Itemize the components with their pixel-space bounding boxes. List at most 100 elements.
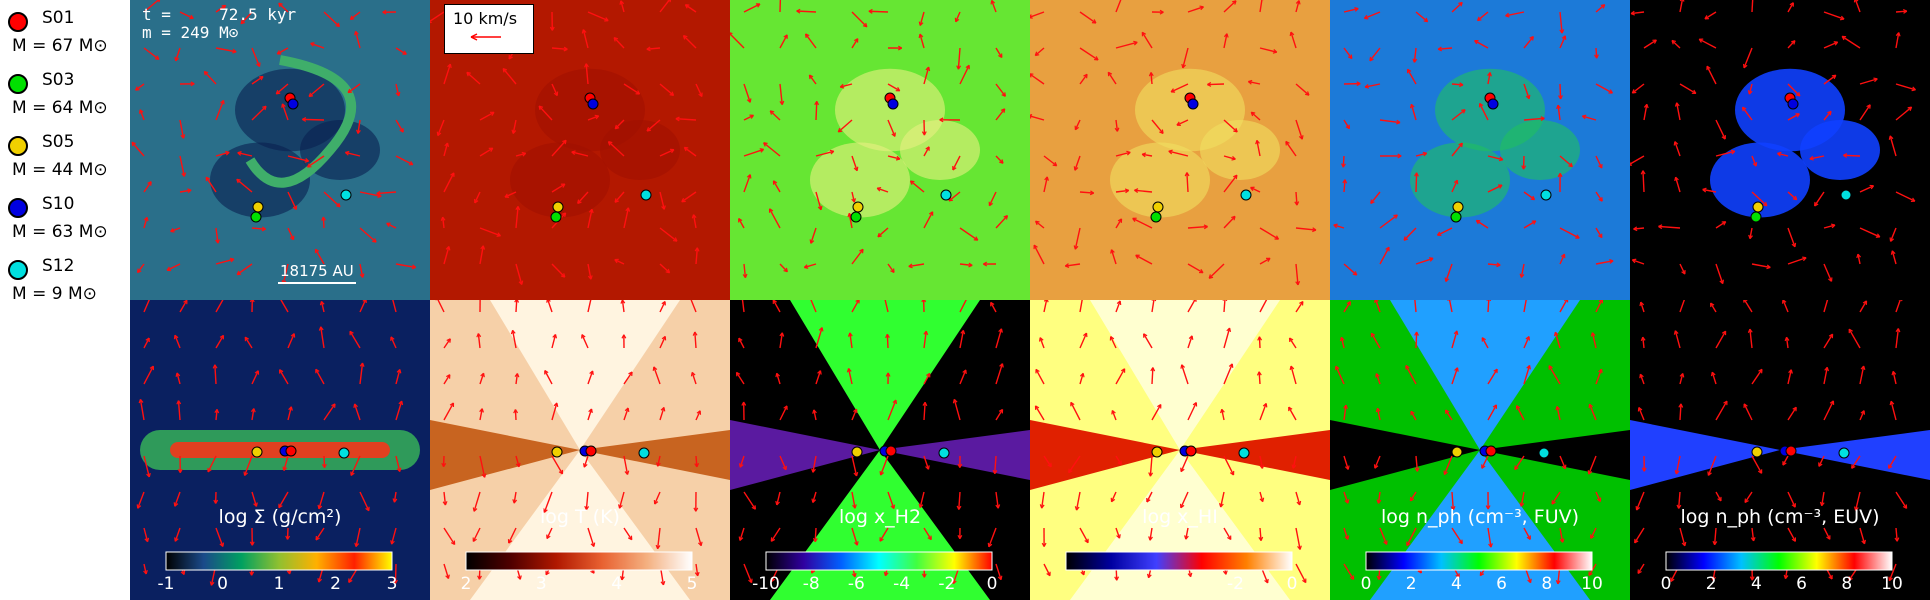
velocity-vector-head bbox=[1674, 102, 1680, 107]
velocity-vector-head bbox=[698, 92, 703, 98]
velocity-vector bbox=[1043, 176, 1048, 193]
gas-structure bbox=[1200, 120, 1280, 180]
colorbar-tick-label: -8 bbox=[802, 574, 820, 594]
velocity-vector-head bbox=[348, 578, 353, 583]
velocity-vector bbox=[1639, 373, 1645, 385]
velocity-vector bbox=[179, 155, 186, 177]
velocity-vector bbox=[1823, 74, 1837, 85]
velocity-vector bbox=[1595, 227, 1603, 239]
velocity-vector bbox=[394, 563, 397, 584]
panel-image bbox=[130, 0, 430, 300]
panel-image bbox=[1630, 300, 1930, 600]
velocity-vector-head bbox=[1598, 164, 1603, 169]
velocity-vector-head bbox=[1681, 541, 1687, 547]
velocity-vector bbox=[695, 527, 702, 546]
velocity-vector bbox=[779, 263, 788, 273]
velocity-vector-head bbox=[504, 193, 509, 198]
velocity-vector-head bbox=[1777, 151, 1782, 157]
velocity-vector bbox=[359, 300, 367, 313]
velocity-vector bbox=[1749, 227, 1753, 239]
velocity-vector-head bbox=[1479, 571, 1485, 577]
velocity-vector bbox=[1787, 40, 1796, 49]
velocity-vector bbox=[322, 216, 325, 229]
velocity-vector bbox=[1168, 150, 1189, 157]
velocity-vector-head bbox=[1030, 73, 1034, 78]
velocity-vector-head bbox=[1590, 534, 1595, 539]
velocity-vector-head bbox=[588, 208, 594, 214]
velocity-vector-head bbox=[1496, 262, 1501, 268]
velocity-vector-head bbox=[868, 8, 873, 14]
velocity-vector bbox=[1475, 219, 1489, 229]
velocity-vector bbox=[315, 527, 325, 541]
velocity-vector-head bbox=[1181, 63, 1187, 69]
velocity-vector-head bbox=[1848, 328, 1853, 334]
velocity-vector-head bbox=[1721, 221, 1727, 226]
velocity-vector bbox=[1295, 263, 1299, 285]
velocity-vector bbox=[251, 370, 259, 385]
velocity-vector bbox=[1590, 527, 1597, 539]
velocity-vector-head bbox=[1222, 300, 1228, 302]
legend-item-s10: S10 M = 63 M⊙ bbox=[8, 192, 128, 250]
velocity-vector bbox=[695, 455, 698, 467]
velocity-vector bbox=[1843, 154, 1861, 157]
velocity-vector-head bbox=[1038, 337, 1044, 342]
velocity-vector-head bbox=[1640, 336, 1646, 342]
s01-marker-icon bbox=[285, 445, 297, 457]
velocity-vector bbox=[958, 491, 961, 510]
velocity-vector-head bbox=[1412, 58, 1418, 63]
velocity-vector-head bbox=[655, 544, 661, 550]
velocity-vector bbox=[1149, 455, 1153, 477]
velocity-vector-head bbox=[1259, 464, 1265, 469]
velocity-vector bbox=[1715, 400, 1728, 421]
velocity-vector-head bbox=[1250, 111, 1256, 117]
velocity-vector-head bbox=[751, 505, 756, 510]
velocity-vector bbox=[1208, 263, 1225, 279]
velocity-vector bbox=[215, 527, 224, 547]
velocity-vector bbox=[1702, 188, 1717, 193]
velocity-vector-head bbox=[1064, 263, 1070, 268]
velocity-vector-head bbox=[1289, 365, 1295, 371]
velocity-vector bbox=[443, 563, 450, 579]
velocity-vector-head bbox=[768, 208, 774, 213]
velocity-vector-head bbox=[278, 369, 284, 374]
velocity-vector-head bbox=[1376, 575, 1382, 580]
velocity-vector bbox=[887, 155, 901, 160]
velocity-vector-head bbox=[1134, 188, 1139, 194]
velocity-vector bbox=[1487, 527, 1492, 548]
velocity-vector-head bbox=[1792, 406, 1797, 412]
velocity-vector-head bbox=[741, 401, 747, 406]
velocity-vector-head bbox=[908, 263, 913, 269]
velocity-vector bbox=[1743, 47, 1753, 69]
legend-name: S03 bbox=[42, 70, 75, 90]
velocity-vector-head bbox=[1228, 363, 1234, 368]
velocity-vector bbox=[1187, 6, 1204, 13]
velocity-vector-head bbox=[1634, 538, 1639, 544]
velocity-vector-head bbox=[1035, 220, 1040, 226]
velocity-vector bbox=[215, 4, 227, 13]
velocity-vector-head bbox=[957, 463, 963, 468]
velocity-vector-head bbox=[1376, 499, 1382, 504]
velocity-vector bbox=[395, 455, 401, 472]
velocity-vector-head bbox=[1229, 470, 1235, 476]
colorbar bbox=[1665, 551, 1893, 571]
colorbar-tick-label: -4 bbox=[893, 574, 911, 594]
velocity-vector bbox=[1187, 335, 1193, 349]
velocity-vector-head bbox=[1247, 79, 1253, 85]
velocity-vector bbox=[1743, 300, 1753, 313]
colorbar-tick-label: 6 bbox=[1496, 574, 1508, 594]
velocity-vector bbox=[743, 3, 761, 13]
velocity-vector bbox=[1787, 527, 1797, 542]
velocity-vector-head bbox=[466, 71, 471, 77]
velocity-vector bbox=[357, 119, 361, 134]
velocity-vector bbox=[1523, 527, 1531, 540]
panel-caption: log T (K) bbox=[540, 506, 620, 528]
velocity-vector-head bbox=[763, 142, 768, 147]
velocity-vector-head bbox=[472, 507, 478, 512]
velocity-vector bbox=[877, 227, 889, 238]
velocity-vector-head bbox=[1747, 90, 1753, 95]
velocity-vector bbox=[442, 216, 445, 229]
velocity-vector bbox=[1787, 491, 1796, 508]
velocity-vector bbox=[1410, 104, 1417, 121]
velocity-vector-head bbox=[134, 86, 140, 91]
velocity-vector-head bbox=[1818, 462, 1823, 467]
